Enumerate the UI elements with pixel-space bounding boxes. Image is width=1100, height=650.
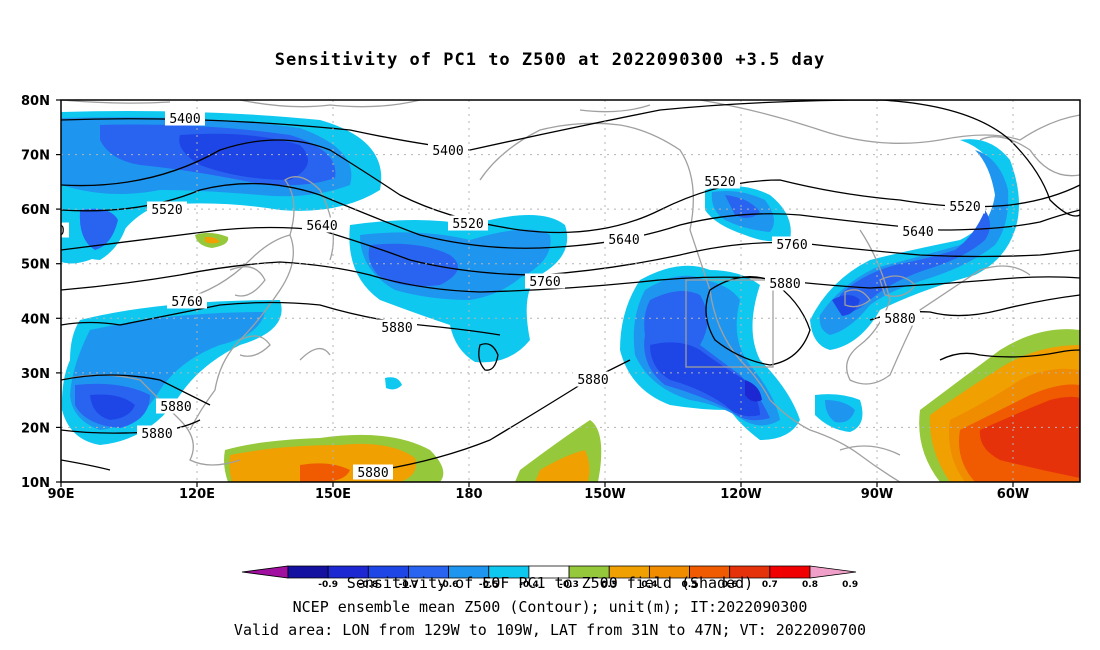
- graticule: [61, 100, 1080, 482]
- contour-label-bg: [573, 371, 613, 387]
- lon-label: 150E: [315, 487, 351, 502]
- map-title: Sensitivity of PC1 to Z500 at 2022090300…: [274, 50, 826, 70]
- contour-label: 5880: [141, 427, 172, 442]
- contour-label: 5760: [776, 238, 807, 253]
- lon-label: 180: [455, 487, 482, 502]
- colorbar-tick-label: -0.8: [358, 580, 378, 590]
- contour-label-bg: [880, 310, 920, 326]
- contour-label-bg: [156, 398, 196, 414]
- contour-label-bg: [898, 223, 938, 239]
- contour-label-bg: [765, 275, 805, 291]
- colorbar-tick-label: 0.9: [842, 580, 858, 590]
- contour-label: 5520: [151, 203, 182, 218]
- contour-label-bg: [525, 273, 565, 289]
- valid-area-box: [685, 279, 774, 368]
- lon-label: 120W: [720, 487, 761, 502]
- colorbar-tick-label: -0.6: [439, 580, 459, 590]
- lon-label: 120E: [179, 487, 215, 502]
- contour-label: 5880: [357, 466, 388, 481]
- latitude-labels: 80N 70N 60N 50N 40N 30N 20N 10N: [21, 94, 50, 491]
- contour-label-bg: [302, 217, 342, 233]
- contour-label: 5400: [432, 144, 463, 159]
- contour-label-bg: [945, 198, 985, 214]
- legend-caption: Sensitivity of EOF PC1 to Z500 field (Sh…: [346, 574, 754, 592]
- contour-label: 5880: [381, 321, 412, 336]
- lon-label: 60W: [997, 487, 1029, 502]
- lat-label: 40N: [21, 312, 50, 327]
- contour-label: 5760: [529, 275, 560, 290]
- contour-label-bg: [167, 293, 207, 309]
- colorbar-tick-label: 0.7: [762, 580, 778, 590]
- valid-area-caption: Valid area: LON from 129W to 109W, LAT f…: [233, 621, 867, 639]
- lat-label: 80N: [21, 94, 50, 109]
- contour-label: 5400: [169, 112, 200, 127]
- tick-marks: [56, 99, 1014, 487]
- lon-label: 150W: [584, 487, 625, 502]
- contour-label-bg: [353, 464, 393, 480]
- colorbar-tick-label: 0.3: [601, 580, 617, 590]
- contour-label: 5880: [160, 400, 191, 415]
- contour-label: 5640: [306, 219, 337, 234]
- colorbar-tick-label: 0.8: [802, 580, 818, 590]
- contour-label: 5880: [884, 312, 915, 327]
- colorbar-tick-label: 0.6: [722, 580, 738, 590]
- lat-label: 10N: [21, 476, 50, 491]
- contour-label-bg: [165, 110, 205, 126]
- colorbar-tick-label: -0.4: [519, 580, 539, 590]
- contour-label-bg: [604, 231, 644, 247]
- lat-label: 60N: [21, 203, 50, 218]
- contour-labels: 5400 5400 5520 5520 5520 5520 5640 5640 5640 5640…: [33, 110, 985, 481]
- coastlines: [61, 100, 1080, 482]
- contour-label: 5880: [577, 373, 608, 388]
- colorbar: -0.9 -0.8 -0.7 -0.6 -0.5 -0.4 -0.3 0.3 0.4 0.5 0.6…: [241, 565, 858, 590]
- contour-label-bg: [377, 319, 417, 335]
- lat-label: 30N: [21, 367, 50, 382]
- contour-label: 5520: [704, 175, 735, 190]
- contour-label-bg: [428, 142, 468, 158]
- longitude-labels: 90E 120E 150E 180 150W 120W 90W 60W: [48, 487, 1030, 502]
- lon-label: 90W: [861, 487, 893, 502]
- lat-label: 70N: [21, 149, 50, 164]
- colorbar-high-arrow: [809, 565, 857, 579]
- contour-label-bg: [700, 173, 740, 189]
- colorbar-tick-label: -0.3: [559, 580, 579, 590]
- map-frame: [60, 99, 1081, 483]
- colorbar-tick-label: 0.5: [682, 580, 698, 590]
- contour-caption: NCEP ensemble mean Z500 (Contour); unit(…: [292, 598, 808, 616]
- contour-label: 5640: [33, 224, 64, 239]
- contour-label: 5520: [452, 217, 483, 232]
- lat-label: 50N: [21, 258, 50, 273]
- contour-label-bg: [147, 201, 187, 217]
- colorbar-tick-label: 0.4: [641, 580, 657, 590]
- lon-label: 90E: [48, 487, 75, 502]
- contour-label: 5640: [608, 233, 639, 248]
- colorbar-tick-label: -0.7: [399, 580, 419, 590]
- contour-label: 5520: [949, 200, 980, 215]
- contour-label-bg: [772, 236, 812, 252]
- contour-label: 5880: [769, 277, 800, 292]
- lat-label: 20N: [21, 421, 50, 436]
- contour-label-bg: [61, 222, 69, 238]
- contour-label: 5640: [902, 225, 933, 240]
- contour-label: 5760: [171, 295, 202, 310]
- colorbar-tick-label: -0.5: [479, 580, 499, 590]
- contour-label-bg: [448, 215, 488, 231]
- contour-label-bg: [137, 425, 177, 441]
- colorbar-tick-label: -0.9: [318, 580, 338, 590]
